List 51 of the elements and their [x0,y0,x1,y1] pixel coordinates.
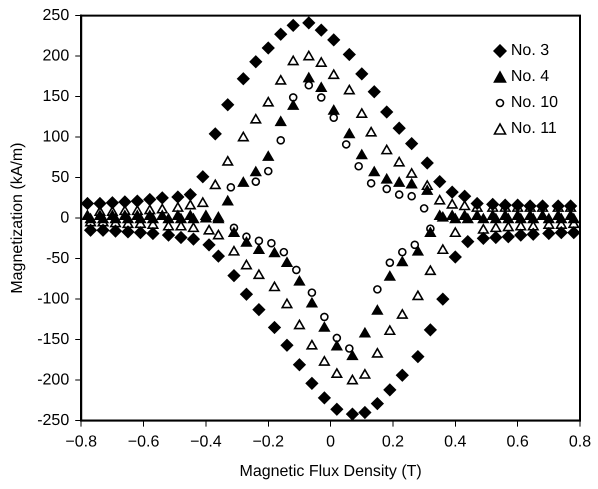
x-tick-label: 0.8 [568,434,592,451]
point [420,204,428,213]
point [308,288,316,297]
point [366,178,376,188]
point [332,334,342,342]
x-tick-label: 0 [326,434,336,451]
y-tick-label: 0 [60,210,70,227]
y-tick-label: 150 [42,88,70,106]
x-tick-label: −0.8 [65,434,98,451]
point [382,184,392,194]
legend-label: No. 10 [510,93,558,113]
y-tick-label: -250 [37,412,70,430]
point [394,190,404,199]
x-tick-label: −0.2 [252,434,284,451]
point [345,344,354,353]
point [386,258,394,267]
point [320,312,329,322]
point [342,140,350,149]
x-tick-label: 0.4 [444,434,467,451]
point [267,238,276,248]
point [276,136,286,145]
y-tick-label: -150 [37,331,70,348]
x-tick-label: 0.2 [382,434,404,451]
point [264,166,273,176]
point [398,248,407,256]
point [410,240,420,250]
y-axis-title: Magnetization (kA/m) [9,142,26,294]
x-tick-label: −0.4 [190,434,222,451]
legend-label: No. 3 [510,41,550,61]
point [373,285,382,294]
point [254,236,264,246]
point [407,192,416,201]
x-tick-label: 0.6 [506,434,529,451]
point [292,266,301,274]
x-tick-label: −0.6 [128,434,160,451]
y-tick-label: -100 [37,290,70,308]
y-tick-label: -50 [46,250,70,268]
point [280,248,288,256]
y-tick-label: 250 [42,7,70,24]
point [251,177,260,186]
y-tick-label: 100 [42,128,70,146]
point [316,93,326,102]
point [288,93,298,102]
point [226,183,236,192]
legend-label: No. 4 [510,67,550,87]
point [354,162,363,171]
y-tick-label: -200 [37,372,70,389]
legend-label: No. 11 [510,119,557,139]
y-tick-label: 50 [51,169,70,186]
x-axis-title: Magnetic Flux Density (T) [239,462,422,480]
y-tick-label: 200 [42,48,70,65]
